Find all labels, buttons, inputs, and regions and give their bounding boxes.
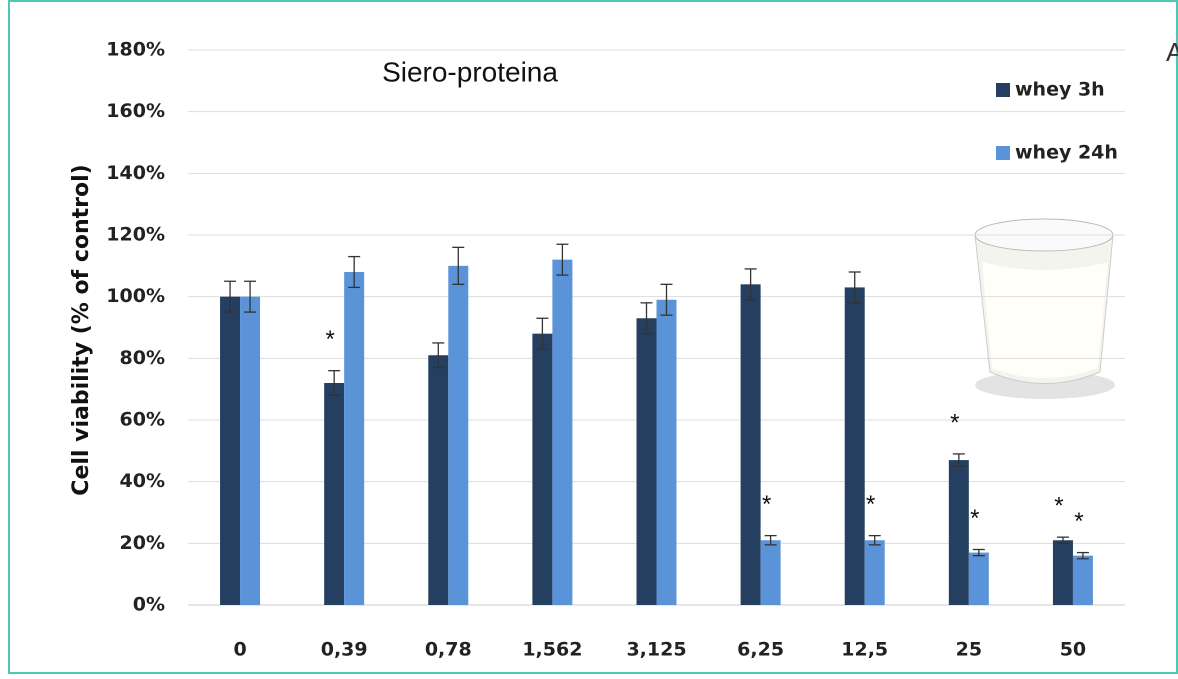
milk-glass [975, 219, 1115, 399]
y-tick-label: 20% [120, 532, 165, 554]
bar [1053, 540, 1073, 605]
bar [865, 540, 885, 605]
bar [220, 297, 240, 605]
y-tick-label: 100% [106, 285, 165, 307]
significance-marker: * [762, 491, 771, 518]
x-tick-label: 1,562 [522, 639, 582, 661]
y-tick-label: 0% [133, 594, 165, 616]
bar [532, 334, 552, 605]
bar [1073, 556, 1093, 605]
bar [845, 287, 865, 605]
y-tick-label: 40% [120, 470, 165, 492]
bar [428, 355, 448, 605]
x-tick-label: 0 [233, 639, 246, 661]
x-tick-label: 0,78 [425, 639, 472, 661]
y-tick-label: 120% [106, 224, 165, 246]
legend-label: whey 24h [1015, 142, 1118, 164]
bar [324, 383, 344, 605]
bar [949, 460, 969, 605]
bar [969, 553, 989, 605]
bar [448, 266, 468, 605]
significance-marker: * [970, 505, 979, 532]
bar [761, 540, 781, 605]
chart: Siero-proteina A Cell viability (% of co… [0, 0, 1178, 674]
bar [637, 318, 657, 605]
legend-swatch [996, 146, 1010, 160]
x-tick-label: 12,5 [841, 639, 888, 661]
x-tick-label: 50 [1060, 639, 1086, 661]
y-tick-label: 60% [120, 409, 165, 431]
bar [240, 297, 260, 605]
y-tick-label: 140% [106, 162, 165, 184]
bar [657, 300, 677, 605]
significance-marker: * [325, 326, 334, 353]
bar [741, 284, 761, 605]
bar [552, 260, 572, 605]
x-tick-label: 0,39 [321, 639, 368, 661]
significance-marker: * [1074, 508, 1083, 535]
legend-swatch [996, 83, 1010, 97]
x-tick-label: 6,25 [737, 639, 784, 661]
y-tick-label: 180% [106, 39, 165, 61]
chart-title: Siero-proteina [382, 56, 558, 87]
significance-marker: * [1054, 493, 1063, 520]
y-tick-label: 160% [106, 100, 165, 122]
legend-label: whey 3h [1015, 79, 1105, 101]
y-tick-label: 80% [120, 347, 165, 369]
panel-label: A [1166, 37, 1178, 67]
significance-marker: * [950, 409, 959, 436]
y-axis-title: Cell viability (% of control) [69, 164, 94, 495]
x-tick-label: 3,125 [626, 639, 686, 661]
significance-marker: * [866, 491, 875, 518]
bar [344, 272, 364, 605]
x-tick-label: 25 [956, 639, 982, 661]
